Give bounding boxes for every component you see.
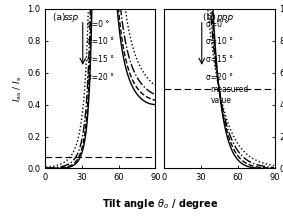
Y-axis label: $I_{\rm as}$ / $I_{\rm s}$: $I_{\rm as}$ / $I_{\rm s}$ [12,75,24,102]
Text: σ=20 °: σ=20 ° [206,73,233,82]
Text: measured
value: measured value [211,85,249,105]
Text: σ=0 °: σ=0 ° [206,20,228,29]
Text: σ=15 °: σ=15 ° [87,55,114,64]
Text: σ=10 °: σ=10 ° [206,37,233,46]
Text: ssp: ssp [64,13,79,22]
Text: ppp: ppp [216,13,233,22]
Text: σ=20 °: σ=20 ° [87,73,114,82]
Text: Tilt angle $\theta_o$ / degree: Tilt angle $\theta_o$ / degree [102,197,218,211]
Text: (a): (a) [53,13,68,22]
Text: σ=10 °: σ=10 ° [87,37,114,46]
Text: σ=15 °: σ=15 ° [206,55,233,64]
Text: (b): (b) [203,13,218,22]
Text: σ=0 °: σ=0 ° [87,20,110,29]
